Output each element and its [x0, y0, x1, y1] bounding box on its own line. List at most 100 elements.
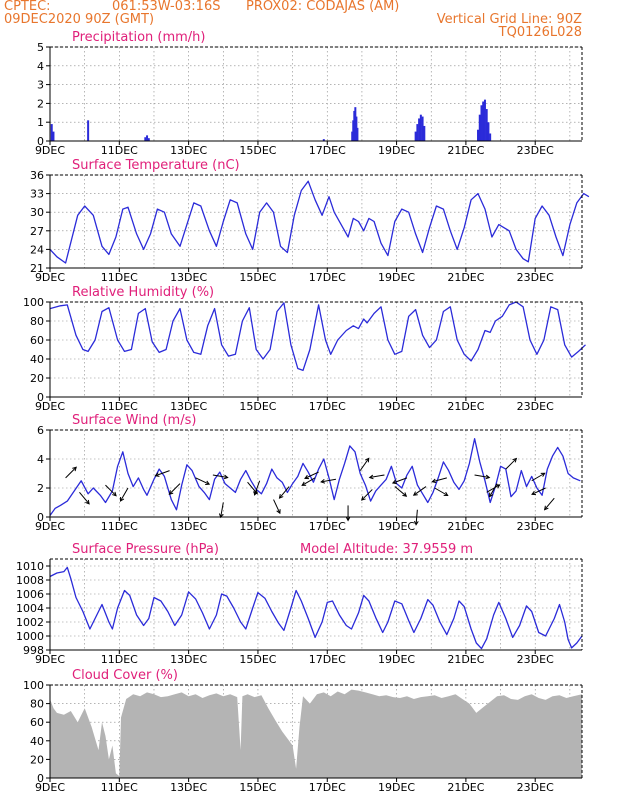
x-tick-label: 15DEC [239, 400, 276, 413]
y-tick-label: 1002 [16, 616, 44, 629]
y-tick-label: 100 [23, 679, 44, 692]
wind-arrow [65, 466, 77, 479]
wind-arrow [531, 487, 546, 495]
coordinates-label: 061:53W-03:16S [112, 0, 221, 14]
precip-bar [421, 116, 424, 141]
y-tick-label: 1004 [16, 602, 44, 615]
wind-arrow [212, 474, 228, 479]
y-tick-label: 2 [37, 482, 44, 495]
precip-bar [416, 124, 419, 141]
panel-2: 21 24 27 30 33 36 9DEC 11DEC 13DEC 15DEC 17DEC 19DE… [30, 158, 590, 284]
y-tick-label: 2 [37, 97, 44, 110]
panel-title: Precipitation (mm/h) [72, 30, 205, 45]
wind-arrow-head [364, 457, 370, 463]
precip-bar [419, 114, 422, 141]
x-tick-label: 9DEC [35, 520, 65, 533]
wind-arrow [169, 483, 181, 495]
precip-bar [414, 131, 417, 141]
x-tick-label: 13DEC [170, 520, 207, 533]
org-label: CPTEC: [4, 0, 51, 14]
precip-bar [352, 120, 355, 141]
wind-arrow-head [276, 509, 281, 515]
wind-arrow-head [391, 479, 397, 485]
x-tick-label: 11DEC [101, 520, 138, 533]
y-tick-label: 40 [30, 735, 44, 748]
series-line [49, 180, 590, 264]
x-tick-label: 11DEC [101, 781, 138, 794]
wind-arrow [432, 477, 447, 483]
panel-title: Surface Wind (m/s) [72, 413, 196, 428]
wind-arrow-head [168, 490, 174, 495]
wind-arrow-head [412, 491, 418, 496]
wind-arrow-head [278, 494, 284, 499]
x-tick-label: 21DEC [447, 144, 484, 157]
wind-arrow-head [360, 496, 366, 501]
header: CPTEC: 061:53W-03:16S PROX02: CODAJAS (A… [0, 0, 618, 44]
wind-arrow-head [320, 479, 326, 484]
model-altitude-label: Model Altitude: 37.9559 m [300, 542, 473, 557]
wind-arrow-head [543, 505, 549, 511]
model-id-label: TQ0126L028 [498, 25, 582, 40]
wind-arrow [254, 480, 261, 496]
wind-arrow-head [301, 481, 307, 486]
y-tick-label: 100 [23, 296, 44, 309]
panel-1: 0 1 2 3 4 5 9DEC 11DEC 13DEC 15DEC 17DEC 19DEC 21DEC… [35, 30, 583, 157]
x-tick-label: 21DEC [447, 400, 484, 413]
y-tick-label: 3 [37, 79, 44, 92]
wind-arrow [359, 458, 370, 471]
x-tick-label: 13DEC [170, 653, 207, 666]
precip-bar [423, 125, 426, 141]
precip-bar [353, 110, 356, 141]
panel-6: 0 20 40 60 80 100 9DEC 11DEC 13DEC 15DEC 17DEC 19DE… [23, 668, 583, 794]
x-tick-label: 23DEC [517, 781, 554, 794]
wind-arrow [392, 477, 408, 484]
panel-3: 0 20 40 60 80 100 9DEC 11DEC 13DEC 15DEC 17DEC 19DE… [23, 285, 586, 413]
cloud-cover-area [50, 689, 582, 778]
x-tick-label: 9DEC [35, 400, 65, 413]
panel-title: Surface Temperature (nC) [72, 158, 240, 173]
wind-arrow-head [223, 474, 229, 480]
wind-arrow [304, 471, 319, 479]
wind-arrow-head [112, 491, 117, 497]
x-tick-label: 15DEC [239, 781, 276, 794]
precip-bar [356, 127, 359, 141]
wind-arrow [321, 478, 337, 483]
precip-bar [485, 109, 488, 141]
x-tick-label: 19DEC [378, 271, 415, 284]
y-tick-label: 20 [30, 753, 44, 766]
wind-arrow [220, 502, 224, 518]
wind-arrow [531, 472, 545, 482]
precip-bar [478, 114, 481, 141]
y-tick-label: 80 [30, 698, 44, 711]
x-tick-label: 13DEC [170, 144, 207, 157]
wind-arrow-head [304, 474, 310, 480]
wind-arrow-head [368, 474, 374, 480]
wind-arrow [195, 477, 210, 485]
x-tick-label: 17DEC [309, 144, 346, 157]
y-tick-label: 0 [37, 391, 44, 404]
wind-arrow [361, 489, 373, 501]
wind-arrow [486, 484, 500, 493]
x-tick-label: 23DEC [517, 271, 554, 284]
wind-arrow [155, 470, 170, 477]
precip-bar [355, 116, 358, 141]
wind-arrow-head [85, 499, 90, 505]
precip-bar [480, 105, 483, 141]
wind-arrow [301, 477, 316, 486]
x-tick-label: 11DEC [101, 653, 138, 666]
x-tick-label: 13DEC [170, 781, 207, 794]
x-tick-label: 9DEC [35, 271, 65, 284]
x-tick-label: 13DEC [170, 271, 207, 284]
y-tick-label: 0 [37, 772, 44, 785]
precip-bar [418, 118, 421, 141]
wind-arrow [105, 484, 117, 497]
y-tick-label: 60 [30, 334, 44, 347]
precip-bar [489, 133, 492, 141]
y-tick-label: 998 [23, 644, 44, 657]
date-label: 09DEC2020 90Z (GMT) [4, 12, 155, 27]
y-tick-label: 1010 [16, 560, 44, 573]
y-tick-label: 1006 [16, 588, 44, 601]
y-tick-label: 5 [37, 41, 44, 54]
wind-arrow-head [431, 478, 437, 484]
